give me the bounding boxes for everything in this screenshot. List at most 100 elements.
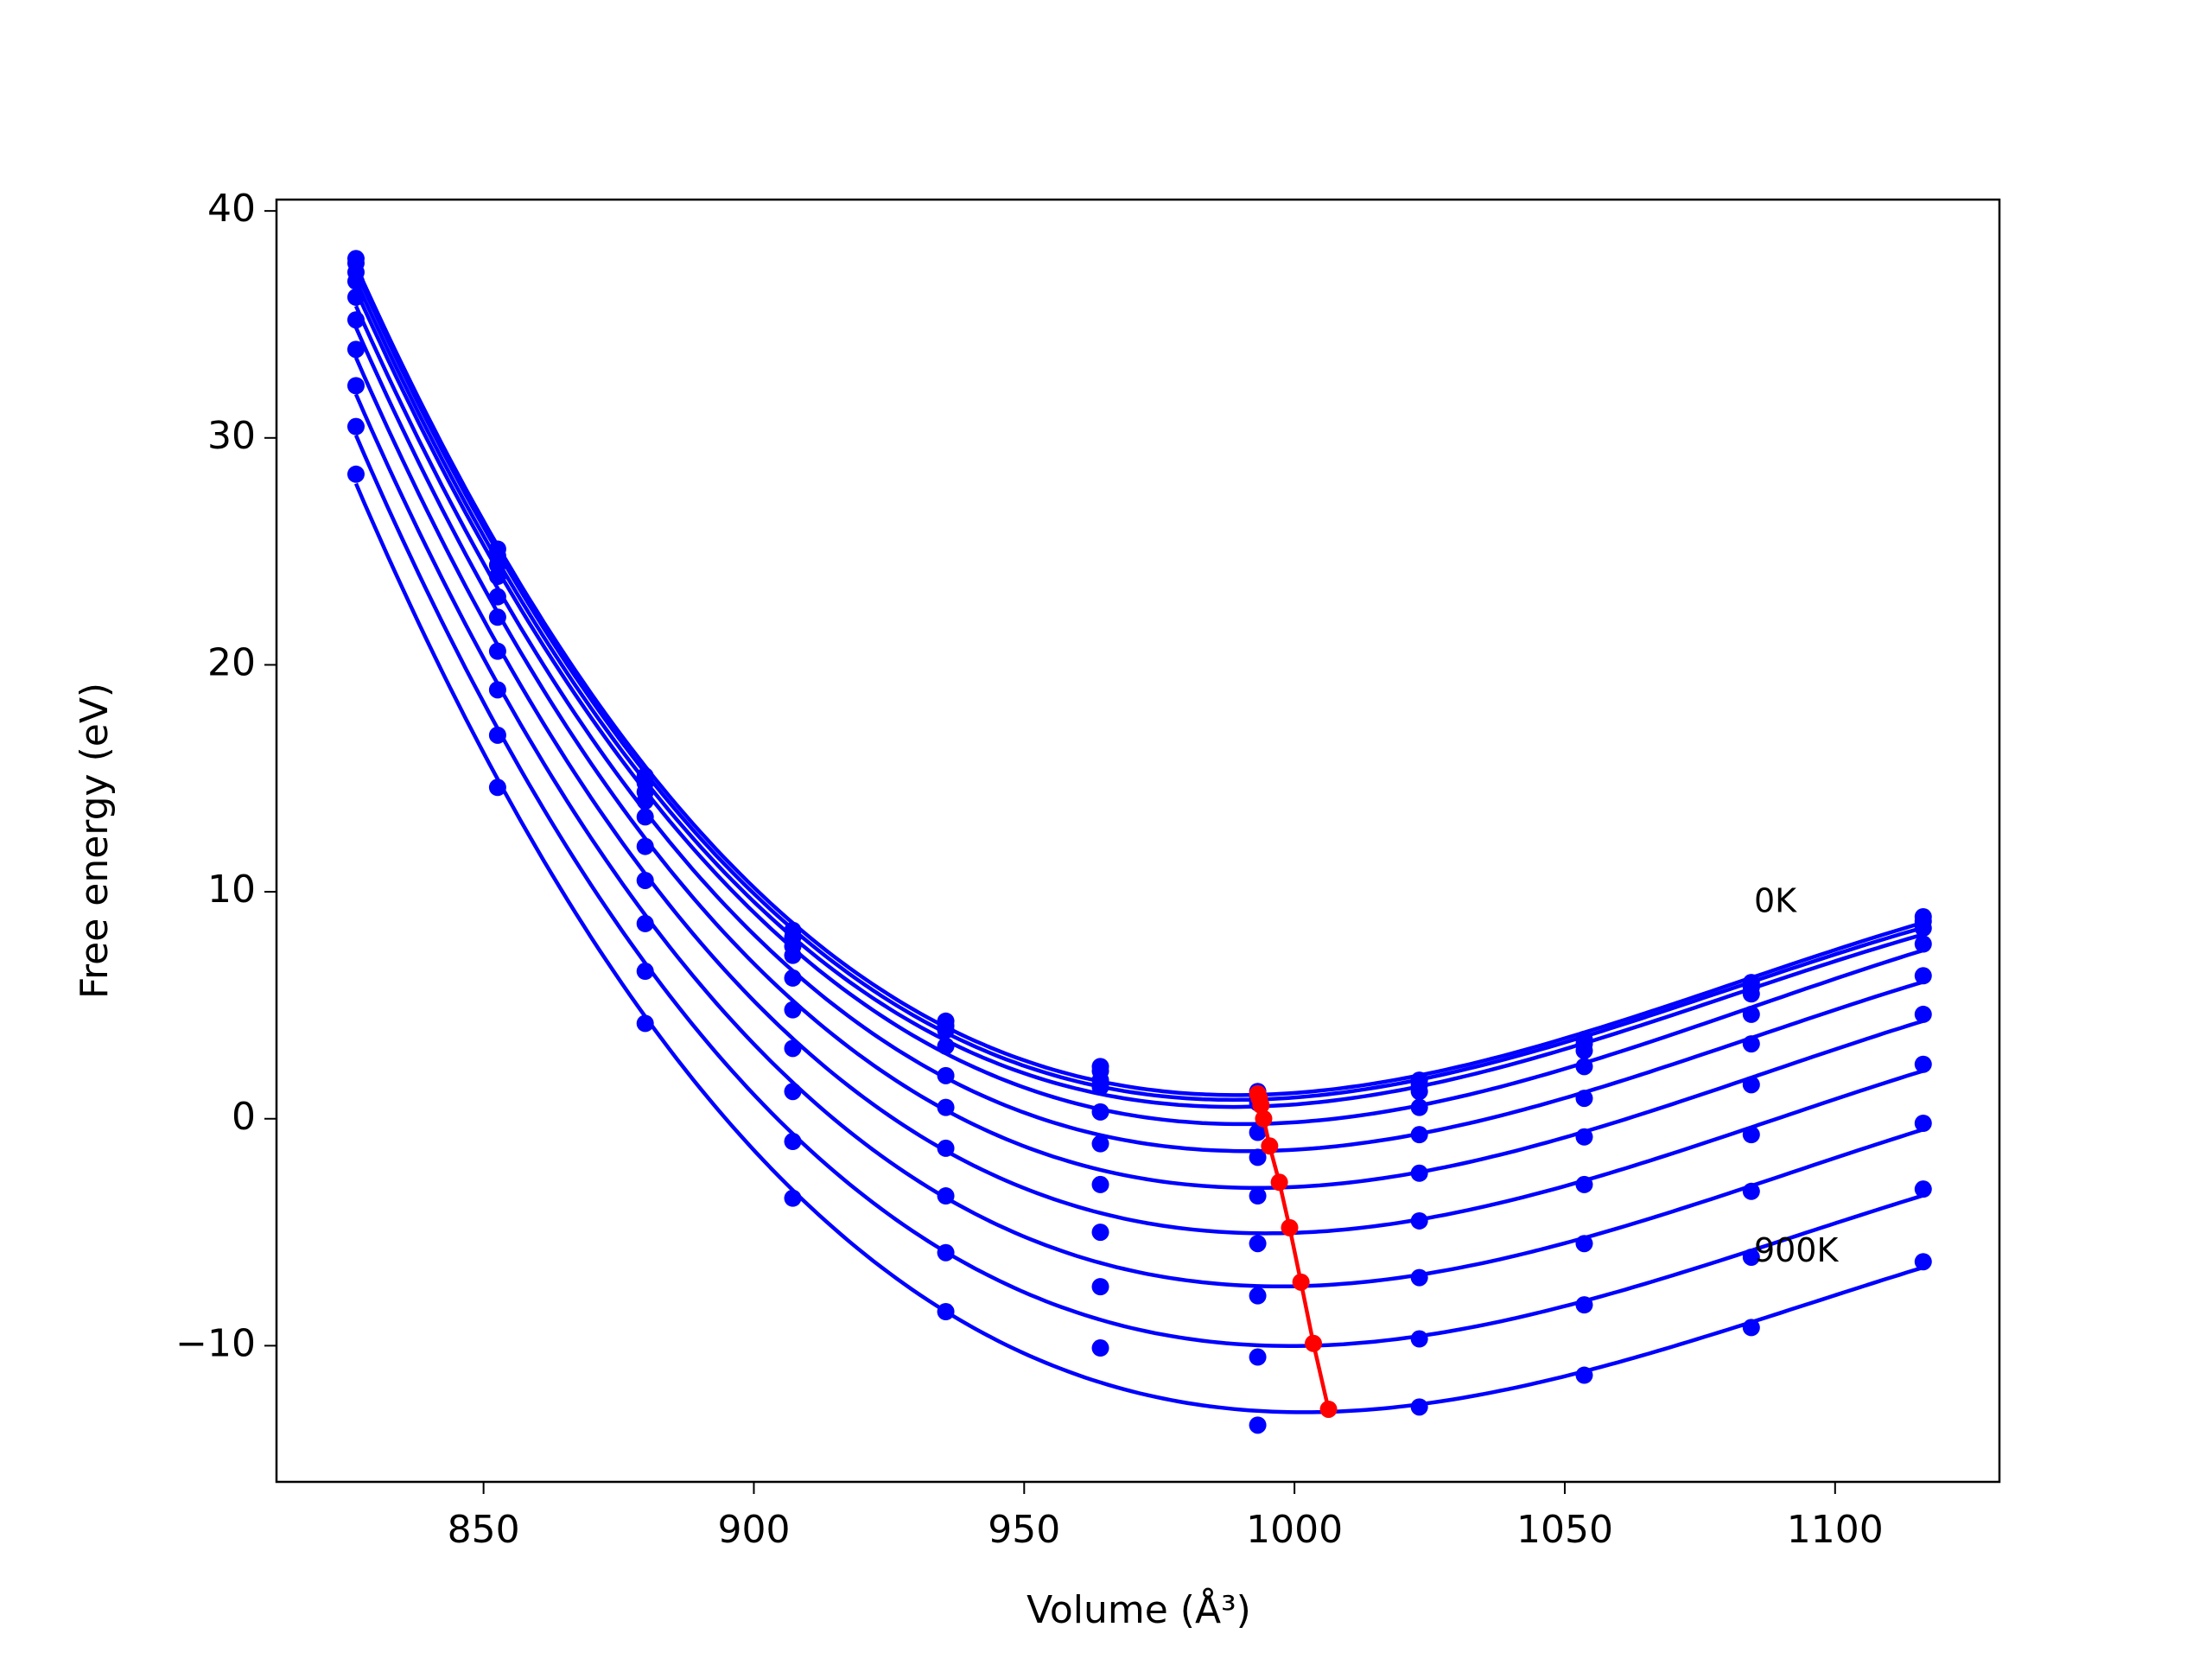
data-point (784, 1001, 802, 1019)
data-point (488, 642, 506, 660)
data-point (1742, 1182, 1760, 1200)
data-point (1742, 985, 1760, 1003)
data-point (1914, 1055, 1932, 1073)
data-point (346, 288, 365, 306)
minima-point (1319, 1400, 1338, 1418)
data-point (937, 1037, 955, 1055)
data-point (636, 914, 654, 932)
plot-frame (275, 198, 2001, 1484)
data-point (784, 1039, 802, 1058)
data-point (1575, 1058, 1593, 1076)
x-axis-label: Volume (Å³) (1027, 1586, 1251, 1632)
data-point (1914, 1115, 1932, 1133)
annotation: 900K (1754, 1231, 1840, 1269)
x-tick-label: 850 (448, 1508, 520, 1552)
data-point (1249, 1235, 1267, 1253)
data-point (1575, 1235, 1593, 1253)
data-point (1410, 1164, 1428, 1182)
data-point (1742, 1248, 1760, 1266)
minima-point (1255, 1109, 1273, 1128)
data-point (1249, 1287, 1267, 1305)
data-point (1249, 1148, 1267, 1166)
data-point (1410, 1330, 1428, 1348)
data-point (1914, 935, 1932, 953)
data-point (1742, 1319, 1760, 1337)
data-point (1575, 1296, 1593, 1314)
data-point (1410, 1268, 1428, 1287)
minima-point (1261, 1137, 1279, 1155)
data-point (1575, 1041, 1593, 1059)
data-point (1410, 1211, 1428, 1230)
data-point (1249, 1187, 1267, 1205)
data-point (1575, 1128, 1593, 1146)
data-point (1575, 1175, 1593, 1193)
data-point (937, 1098, 955, 1116)
data-point (1575, 1090, 1593, 1108)
data-point (1091, 1175, 1109, 1193)
fit-curve (353, 356, 1924, 1236)
data-point (937, 1021, 955, 1039)
y-tick-label: 20 (207, 640, 256, 684)
data-point (1410, 1126, 1428, 1144)
data-point (1742, 1005, 1760, 1023)
y-tick-label: −10 (175, 1321, 256, 1365)
data-point (1914, 967, 1932, 985)
data-point (1742, 1035, 1760, 1053)
data-point (1914, 919, 1932, 938)
fit-curve (353, 289, 1924, 1127)
data-point (1742, 1076, 1760, 1094)
data-point (488, 726, 506, 744)
fit-curve (353, 279, 1924, 1109)
minima-point (1281, 1218, 1299, 1236)
data-point (346, 417, 365, 435)
data-point (488, 681, 506, 699)
data-point (1410, 1398, 1428, 1416)
data-point (784, 1133, 802, 1151)
y-tick-label: 10 (207, 868, 256, 912)
fit-curve (353, 393, 1924, 1289)
data-point (937, 1139, 955, 1157)
y-tick-label: 30 (207, 414, 256, 458)
data-point (1914, 1005, 1932, 1023)
data-point (1091, 1135, 1109, 1153)
data-point (636, 871, 654, 889)
data-point (784, 946, 802, 964)
fit-curve (353, 482, 1924, 1414)
minima-point (1305, 1334, 1323, 1352)
annotation: 0K (1754, 882, 1797, 920)
data-point (1914, 1253, 1932, 1271)
data-point (1742, 1126, 1760, 1144)
fit-curve (353, 434, 1924, 1348)
data-point (937, 1243, 955, 1262)
x-tick-label: 1000 (1246, 1508, 1343, 1552)
data-point (1091, 1077, 1109, 1096)
data-point (937, 1303, 955, 1321)
data-point (1914, 1180, 1932, 1198)
fit-curve (353, 305, 1924, 1154)
data-point (937, 1187, 955, 1205)
data-point (1249, 1123, 1267, 1141)
data-point (1410, 1083, 1428, 1101)
fit-curve (353, 327, 1924, 1191)
fit-curve (353, 264, 1924, 1097)
data-point (346, 377, 365, 395)
data-point (1091, 1103, 1109, 1121)
data-point (1091, 1224, 1109, 1242)
data-point (1249, 1348, 1267, 1366)
x-tick-label: 950 (988, 1508, 1060, 1552)
data-point (1091, 1278, 1109, 1296)
data-point (346, 272, 365, 290)
data-point (937, 1066, 955, 1084)
data-point (636, 837, 654, 855)
minima-point (1292, 1273, 1310, 1291)
data-point (636, 1014, 654, 1033)
data-point (1249, 1416, 1267, 1434)
data-point (1575, 1366, 1593, 1384)
data-point (488, 608, 506, 626)
y-tick-label: 40 (207, 187, 256, 231)
data-point (784, 1189, 802, 1207)
minima-point (1252, 1096, 1270, 1114)
data-point (346, 340, 365, 359)
